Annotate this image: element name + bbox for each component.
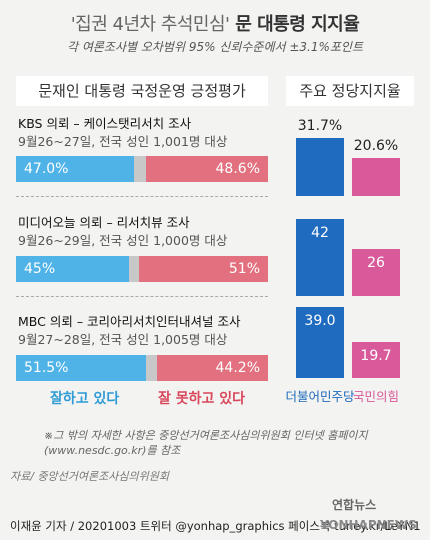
- footnote: ※그 밖의 자세한 사항은 중앙선거여론조사심의위원회 인터넷 홈페이지 (ww…: [44, 428, 368, 458]
- source-text: 자료/ 중앙선거여론조사심의위원회: [10, 470, 170, 483]
- party-label-1: 더불어민주당: [285, 389, 355, 404]
- party-value-1-party1: 31.7%: [297, 118, 343, 135]
- legend-approve: 잘하고 있다: [50, 391, 120, 407]
- footnote-line-2: (www.nesdc.go.kr)를 참조: [44, 444, 181, 457]
- poll-date-1: 9월26~27일, 전국 성인 1,001명 대상: [18, 134, 228, 149]
- party-bar-3-party1: [296, 306, 344, 378]
- party-bar-2-party1: [296, 219, 344, 296]
- chart-title-main: 문 대통령 지지율: [235, 14, 360, 35]
- approval-bar-3: 51.5% 44.2%: [16, 355, 268, 381]
- neutral-segment-2: [129, 256, 140, 282]
- party-value-3-party1: 39.0: [304, 312, 336, 329]
- brand-logo: 연합뉴스: [332, 498, 377, 512]
- approve-value-1: 47.0%: [24, 161, 69, 177]
- party-value-2-party1: 42: [311, 225, 329, 242]
- disapprove-segment-1: [145, 156, 268, 182]
- poll-separator: [16, 296, 268, 297]
- poll-title-1: KBS 의뢰 – 케이스탯리서치 조사: [18, 116, 192, 131]
- chart-title-quote: '집권 4년차 추석민심': [70, 14, 230, 35]
- party-value-3-party2: 19.7: [360, 348, 392, 365]
- party-label-2: 국민의힘: [352, 389, 399, 404]
- approve-segment-2: [16, 256, 130, 282]
- footnote-line-1: ※그 밖의 자세한 사항은 중앙선거여론조사심의위원회 인터넷 홈페이지: [44, 429, 368, 442]
- approve-segment-1: [16, 156, 135, 182]
- party-bar-2-party2: [352, 248, 400, 296]
- watermark: YONHAPNEWS: [320, 518, 417, 532]
- party-value-2-party2: 26: [367, 254, 385, 271]
- party-bar-1-party1: [296, 138, 344, 196]
- approve-value-2: 45%: [24, 261, 56, 277]
- approval-bar-1: 47.0% 48.6%: [16, 156, 268, 182]
- neutral-segment-3: [145, 355, 157, 381]
- poll-date-3: 9월27~28일, 전국 성인 1,005명 대상: [18, 332, 228, 347]
- approval-bar-2: 45% 51%: [16, 256, 268, 282]
- poll-separator: [16, 196, 268, 197]
- party-heading: 주요 정당지지율: [286, 76, 414, 106]
- poll-date-2: 9월26~29일, 전국 성인 1,000명 대상: [18, 233, 228, 248]
- poll-title-3: MBC 의뢰 – 코리아리서치인터내셔널 조사: [18, 314, 241, 329]
- disapprove-segment-3: [156, 355, 268, 381]
- approval-heading: 문재인 대통령 국정운영 긍정평가: [16, 76, 268, 106]
- approve-segment-3: [16, 355, 146, 381]
- legend-disapprove: 잘 못하고 있다: [158, 391, 246, 407]
- chart-subtitle: 각 여론조사별 오차범위 95% 신뢰수준에서 ±3.1%포인트: [66, 40, 364, 54]
- credit-line: 이재윤 기자 / 20201003 트위터 @yonhap_graphics 페…: [10, 519, 421, 533]
- disapprove-segment-2: [139, 256, 268, 282]
- disapprove-value-1: 48.6%: [215, 161, 260, 177]
- approve-value-3: 51.5%: [24, 360, 69, 376]
- disapprove-value-2: 51%: [228, 261, 260, 277]
- neutral-segment-1: [134, 156, 146, 182]
- party-bar-1-party2: [352, 158, 400, 196]
- party-bar-3-party2: [352, 342, 400, 378]
- party-value-1-party2: 20.6%: [353, 138, 399, 155]
- disapprove-value-3: 44.2%: [215, 360, 260, 376]
- chart-title: '집권 4년차 추석민심' 문 대통령 지지율: [0, 10, 430, 36]
- poll-title-2: 미디어오늘 의뢰 – 리서치뷰 조사: [18, 215, 190, 230]
